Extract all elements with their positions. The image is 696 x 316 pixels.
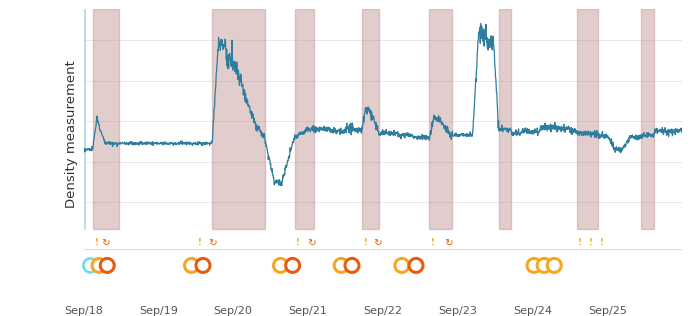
Text: ↻: ↻: [208, 238, 216, 248]
Bar: [362, 9, 379, 229]
Text: ↻: ↻: [308, 238, 316, 248]
Bar: [499, 9, 512, 229]
Text: ↻: ↻: [102, 238, 111, 248]
Text: ↻: ↻: [444, 238, 453, 248]
Bar: [429, 9, 452, 229]
Text: !: !: [600, 238, 604, 247]
Text: !: !: [198, 238, 201, 247]
Text: !: !: [95, 238, 99, 247]
Bar: [578, 9, 599, 229]
Bar: [294, 9, 314, 229]
Bar: [641, 9, 654, 229]
Text: !: !: [578, 238, 582, 247]
Text: ↻: ↻: [373, 238, 382, 248]
Text: !: !: [296, 238, 300, 247]
Text: !: !: [431, 238, 435, 247]
Text: !: !: [363, 238, 367, 247]
Bar: [93, 9, 120, 229]
Y-axis label: Density measurement: Density measurement: [65, 60, 78, 208]
Text: !: !: [589, 238, 593, 247]
Bar: [212, 9, 264, 229]
